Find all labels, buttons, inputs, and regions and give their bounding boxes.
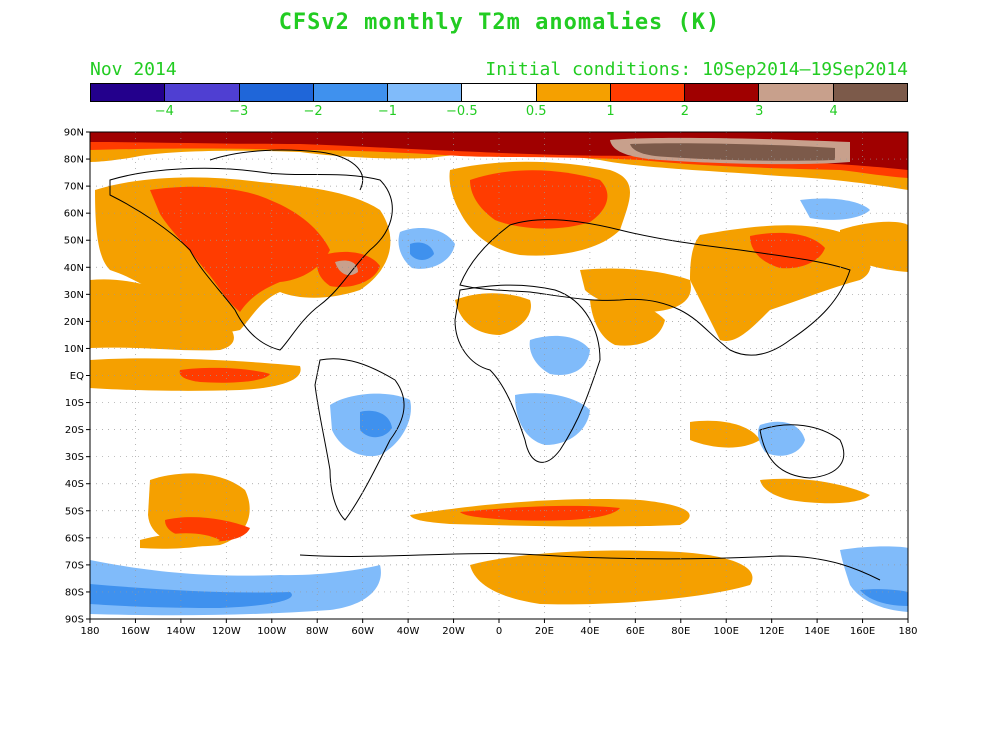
- initial-conditions: Initial conditions: 10Sep2014–19Sep2014: [485, 59, 908, 80]
- latitude-label: 40N: [64, 263, 84, 274]
- colorbar-swatch: [536, 84, 611, 101]
- longitude-label: 160W: [121, 626, 150, 637]
- colorbar-swatch: [388, 84, 463, 101]
- latitude-label: 40S: [65, 479, 84, 490]
- latitude-label: 90N: [64, 128, 84, 139]
- latitude-label: 20S: [65, 425, 84, 436]
- longitude-label: 140E: [804, 626, 829, 637]
- longitude-label: 20E: [535, 626, 554, 637]
- latitude-label: EQ: [70, 371, 84, 382]
- longitude-label: 60E: [626, 626, 645, 637]
- latitude-label: 10N: [64, 344, 84, 355]
- colorbar-swatch: [165, 84, 240, 101]
- latitude-label: 70N: [64, 182, 84, 193]
- longitude-label: 40E: [580, 626, 599, 637]
- latitude-label: 70S: [65, 560, 84, 571]
- colorbar-swatch: [91, 84, 166, 101]
- colorbar-label: −3: [229, 104, 249, 119]
- longitude-label: 20W: [442, 626, 465, 637]
- colorbar-label: 0.5: [525, 104, 547, 119]
- coastlines: [109, 149, 881, 581]
- colorbar-label: 1: [606, 104, 615, 119]
- latitude-label: 90S: [65, 615, 84, 626]
- colorbar-swatch: [759, 84, 834, 101]
- latitude-label: 30N: [64, 290, 84, 301]
- longitude-label: 0: [496, 626, 502, 637]
- colorbar-label: −1: [377, 104, 398, 119]
- latitude-label: 10S: [65, 398, 84, 409]
- colorbar: [90, 83, 908, 102]
- longitude-label: 180: [80, 626, 99, 637]
- colorbar-label: −4: [154, 104, 174, 119]
- latitude-label: 30S: [65, 452, 84, 463]
- longitude-label: 140W: [166, 626, 195, 637]
- colorbar-swatch: [462, 84, 537, 101]
- latitude-label: 50S: [65, 506, 84, 517]
- colorbar-label: 2: [680, 104, 690, 119]
- longitude-label: 100W: [257, 626, 286, 637]
- longitude-label: 60W: [351, 626, 374, 637]
- colorbar-label: 4: [829, 104, 838, 119]
- latitude-label: 60N: [64, 209, 84, 220]
- colorbar-swatch: [833, 84, 907, 101]
- colorbar-swatch: [239, 84, 314, 101]
- forecast-month: Nov 2014: [90, 59, 177, 80]
- colorbar-label: 3: [755, 104, 764, 119]
- longitude-label: 120E: [759, 626, 784, 637]
- longitude-label: 80W: [306, 626, 329, 637]
- latitude-axis: 90N 80N 70N 60N 50N 40N 30N 20N 10N EQ 10S 20S 30S 40…: [64, 128, 90, 626]
- colorbar-label: −2: [303, 104, 323, 119]
- colorbar-swatch: [610, 84, 686, 101]
- longitude-axis: 180 160W 140W 120W 100W 80W 60W 40W 20W 0 20E 40E 60…: [80, 619, 918, 637]
- map-title: CFSv2 monthly T2m anomalies (K): [278, 10, 721, 35]
- graticule: [90, 132, 908, 619]
- longitude-label: 80E: [671, 626, 690, 637]
- longitude-label: 120W: [212, 626, 241, 637]
- latitude-label: 80S: [65, 587, 84, 598]
- longitude-label: 40W: [397, 626, 420, 637]
- longitude-label: 100E: [714, 626, 739, 637]
- colorbar-label: −0.5: [446, 104, 478, 119]
- colorbar-swatch: [685, 84, 760, 101]
- longitude-label: 160E: [850, 626, 875, 637]
- longitude-label: 180: [898, 626, 917, 637]
- latitude-label: 60S: [65, 533, 84, 544]
- latitude-label: 80N: [64, 155, 84, 166]
- colorbar-swatch: [313, 84, 389, 101]
- latitude-label: 50N: [64, 236, 84, 247]
- latitude-label: 20N: [64, 317, 84, 328]
